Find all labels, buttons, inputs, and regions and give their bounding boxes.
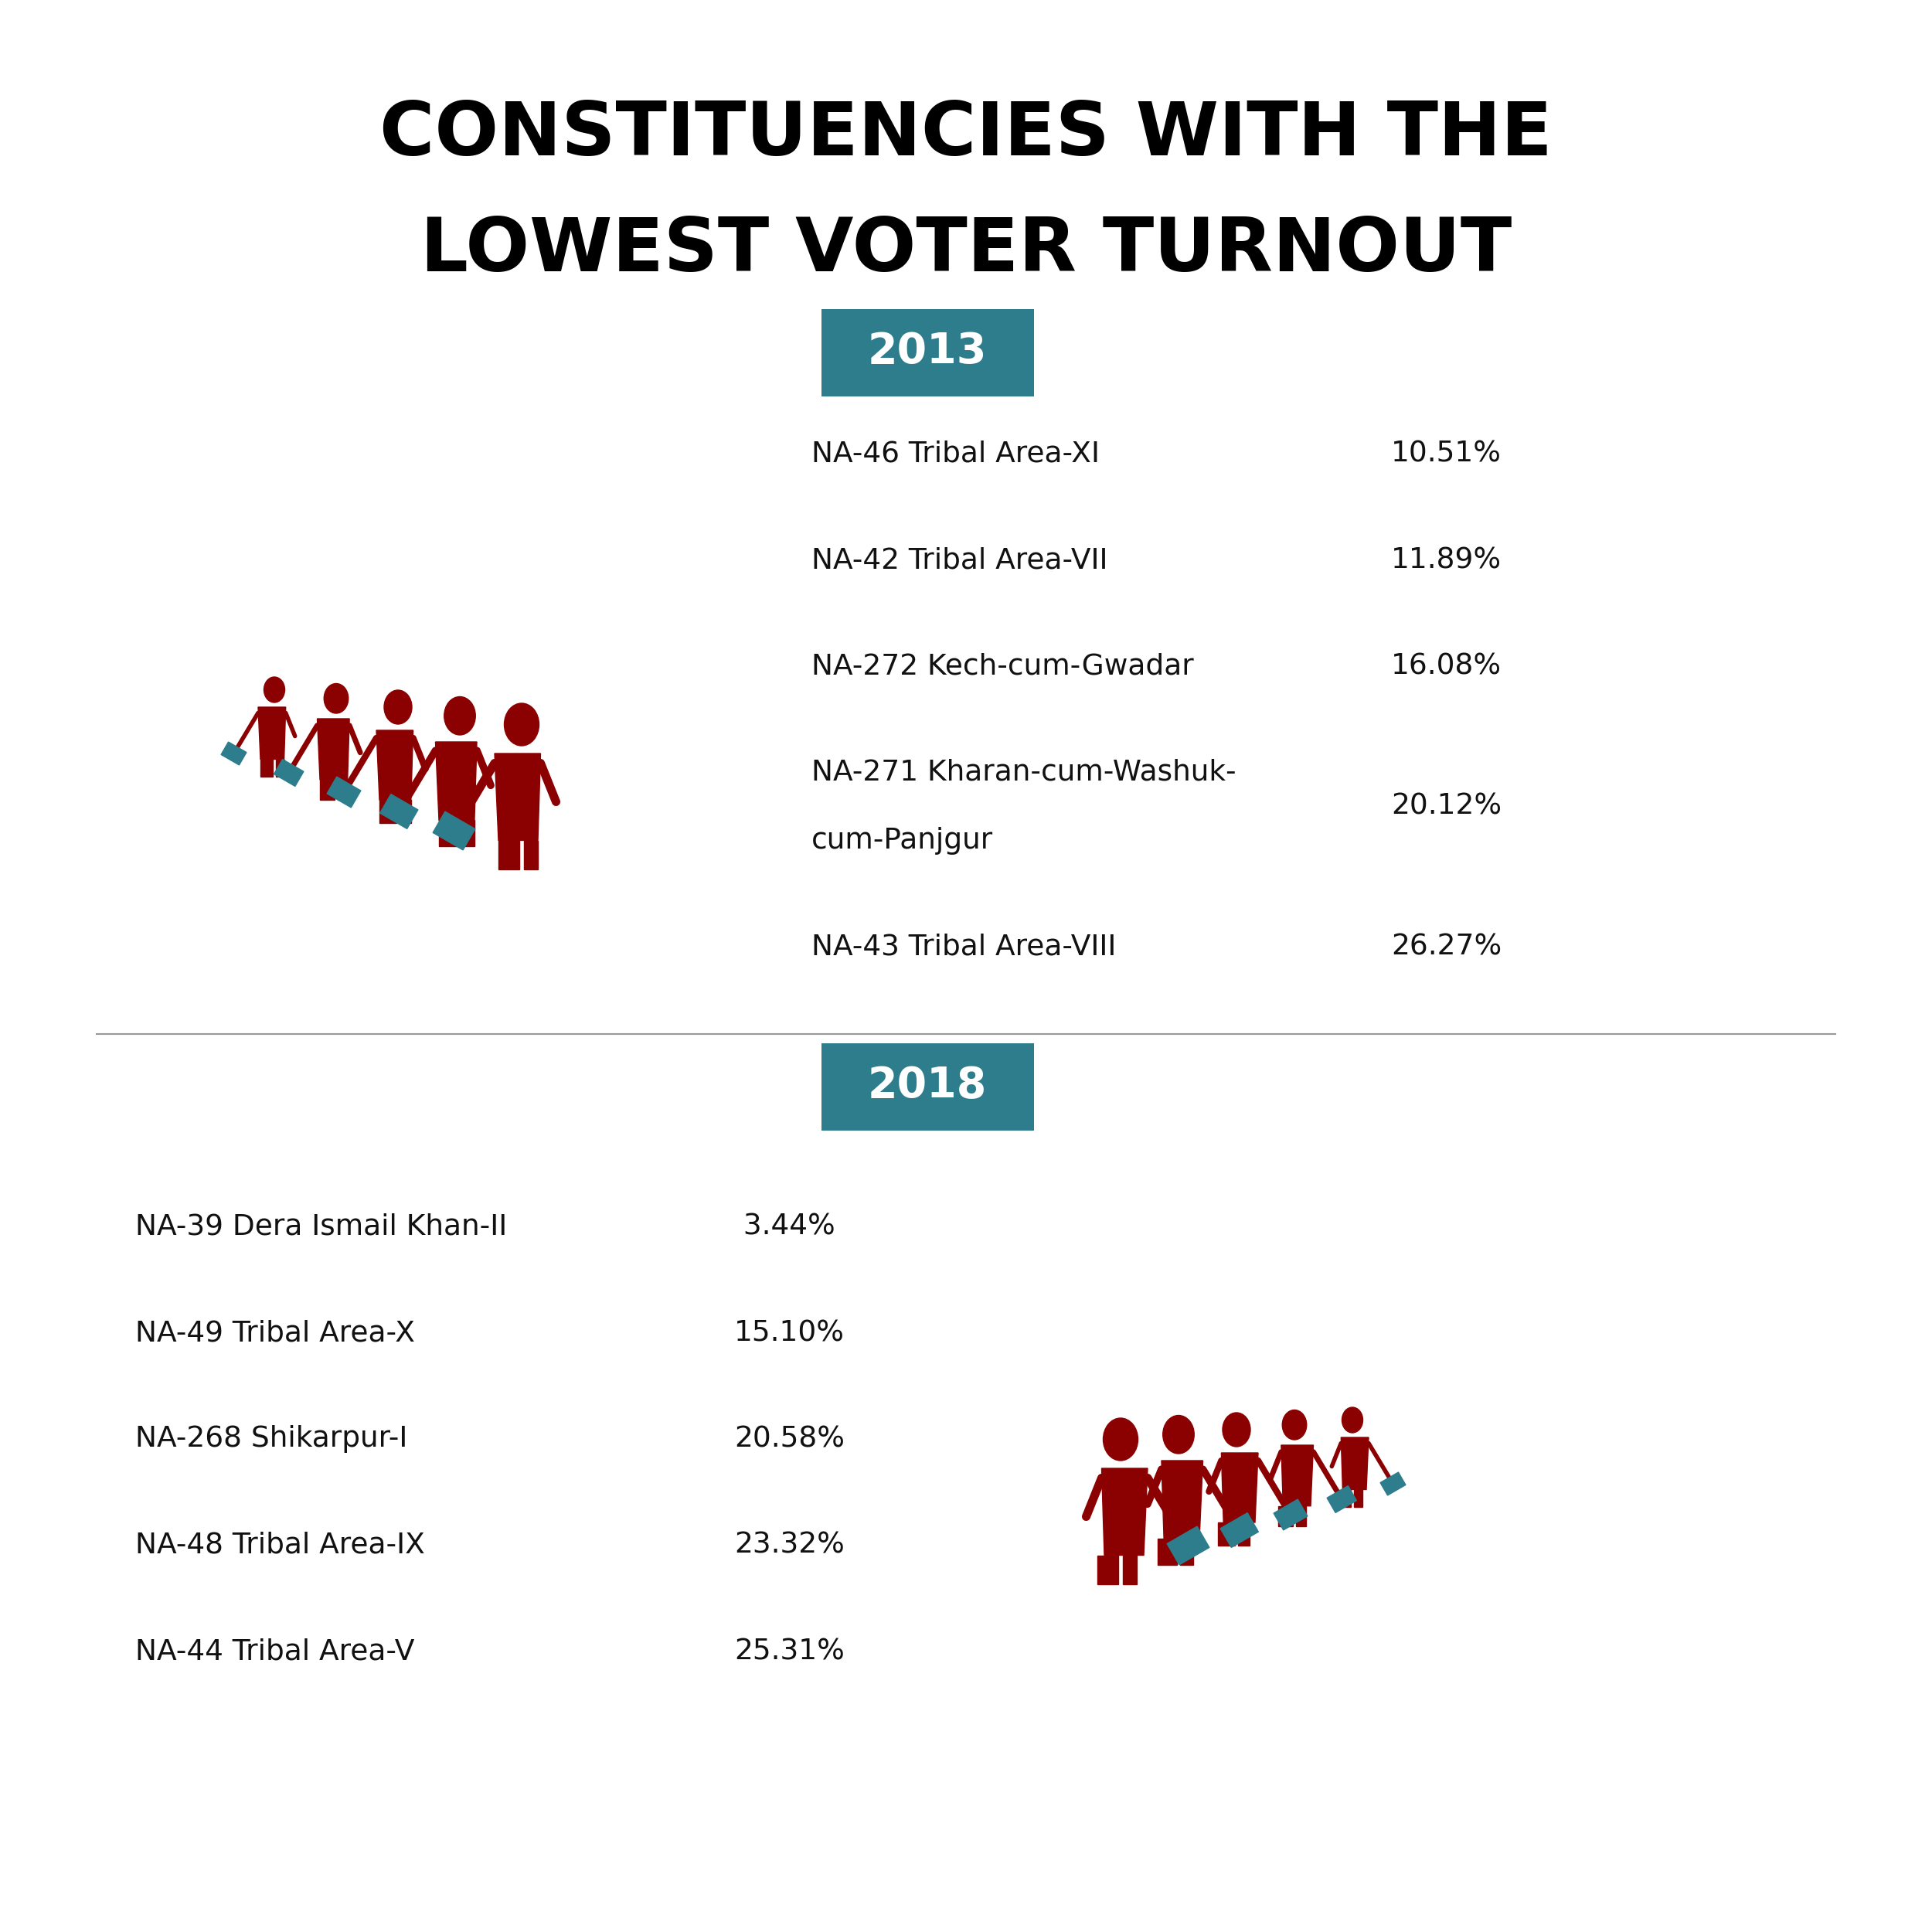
Polygon shape — [1221, 1513, 1258, 1548]
Polygon shape — [379, 800, 396, 823]
Polygon shape — [274, 759, 303, 786]
Polygon shape — [321, 779, 334, 800]
Text: NA-43 Tribal Area-VIII: NA-43 Tribal Area-VIII — [811, 933, 1117, 960]
Polygon shape — [1354, 1490, 1362, 1507]
Polygon shape — [462, 819, 475, 846]
FancyBboxPatch shape — [821, 309, 1034, 396]
Text: 2018: 2018 — [867, 1065, 987, 1107]
Text: NA-48 Tribal Area-IX: NA-48 Tribal Area-IX — [135, 1532, 425, 1559]
Text: NA-272 Kech-cum-Gwadar: NA-272 Kech-cum-Gwadar — [811, 653, 1194, 680]
Polygon shape — [1101, 1468, 1148, 1555]
Text: 23.32%: 23.32% — [734, 1532, 844, 1559]
Polygon shape — [1273, 1499, 1308, 1530]
Ellipse shape — [265, 676, 284, 703]
Polygon shape — [524, 840, 537, 869]
Polygon shape — [327, 777, 361, 808]
Text: 20.12%: 20.12% — [1391, 792, 1501, 821]
Polygon shape — [1180, 1538, 1194, 1565]
Ellipse shape — [325, 684, 348, 713]
Text: NA-49 Tribal Area-X: NA-49 Tribal Area-X — [135, 1320, 415, 1347]
Polygon shape — [400, 800, 412, 823]
Polygon shape — [435, 742, 477, 819]
Text: NA-42 Tribal Area-VII: NA-42 Tribal Area-VII — [811, 547, 1107, 574]
Text: 15.10%: 15.10% — [734, 1320, 844, 1347]
Polygon shape — [338, 779, 348, 800]
Text: 10.51%: 10.51% — [1391, 440, 1501, 468]
Polygon shape — [1097, 1555, 1119, 1584]
Polygon shape — [1217, 1522, 1235, 1546]
Text: NA-44 Tribal Area-V: NA-44 Tribal Area-V — [135, 1638, 415, 1665]
Polygon shape — [433, 811, 475, 850]
Polygon shape — [1167, 1526, 1209, 1565]
Ellipse shape — [1283, 1410, 1306, 1439]
Polygon shape — [1296, 1507, 1306, 1526]
Text: 16.08%: 16.08% — [1391, 653, 1501, 680]
Polygon shape — [1339, 1490, 1350, 1507]
Polygon shape — [261, 759, 272, 777]
Polygon shape — [1281, 1445, 1314, 1507]
Polygon shape — [1221, 1453, 1258, 1522]
Polygon shape — [317, 719, 350, 779]
Text: 20.58%: 20.58% — [734, 1426, 844, 1453]
Text: LOWEST VOTER TURNOUT: LOWEST VOTER TURNOUT — [421, 214, 1511, 288]
Polygon shape — [498, 840, 520, 869]
Polygon shape — [1122, 1555, 1136, 1584]
Polygon shape — [495, 753, 541, 840]
Text: 2013: 2013 — [867, 330, 987, 373]
Text: CONSTITUENCIES WITH THE: CONSTITUENCIES WITH THE — [379, 99, 1553, 172]
Text: 25.31%: 25.31% — [734, 1638, 844, 1665]
Polygon shape — [1161, 1461, 1204, 1538]
Ellipse shape — [384, 690, 412, 724]
FancyBboxPatch shape — [821, 1043, 1034, 1130]
Polygon shape — [381, 794, 417, 829]
Ellipse shape — [444, 697, 475, 734]
Polygon shape — [377, 730, 413, 800]
Polygon shape — [220, 742, 247, 765]
Polygon shape — [439, 819, 458, 846]
Text: NA-271 Kharan-cum-Washuk-: NA-271 Kharan-cum-Washuk- — [811, 759, 1236, 786]
Text: cum-Panjgur: cum-Panjgur — [811, 827, 993, 854]
Text: 3.44%: 3.44% — [734, 1213, 835, 1240]
Ellipse shape — [1223, 1412, 1250, 1447]
Text: NA-46 Tribal Area-XI: NA-46 Tribal Area-XI — [811, 440, 1099, 468]
Polygon shape — [1157, 1538, 1177, 1565]
Ellipse shape — [504, 703, 539, 746]
Polygon shape — [1279, 1507, 1293, 1526]
Text: NA-39 Dera Ismail Khan-II: NA-39 Dera Ismail Khan-II — [135, 1213, 506, 1240]
Polygon shape — [276, 759, 284, 777]
Polygon shape — [1327, 1486, 1356, 1513]
Text: NA-268 Shikarpur-I: NA-268 Shikarpur-I — [135, 1426, 408, 1453]
Ellipse shape — [1163, 1416, 1194, 1453]
Text: 11.89%: 11.89% — [1391, 547, 1501, 574]
Polygon shape — [259, 707, 286, 759]
Polygon shape — [1238, 1522, 1250, 1546]
Ellipse shape — [1343, 1406, 1362, 1434]
Polygon shape — [1379, 1472, 1406, 1495]
Polygon shape — [1341, 1437, 1368, 1490]
Ellipse shape — [1103, 1418, 1138, 1461]
Text: 26.27%: 26.27% — [1391, 933, 1501, 960]
